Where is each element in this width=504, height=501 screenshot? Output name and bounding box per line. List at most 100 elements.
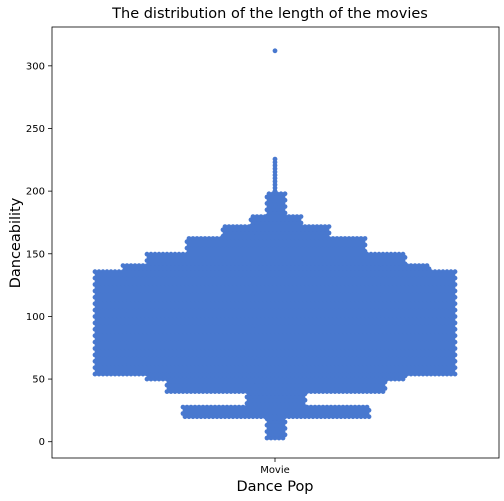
swarm-point: [354, 236, 360, 241]
chart-title: The distribution of the length of the mo…: [111, 6, 428, 22]
swarm-point: [424, 263, 430, 268]
y-tick-label: 50: [32, 375, 45, 386]
swarm-point: [440, 269, 446, 275]
x-tick-label-movie: Movie: [260, 465, 290, 476]
swarm-point: [124, 263, 130, 268]
swarm-point: [104, 269, 110, 275]
x-axis-label: Dance Pop: [236, 479, 313, 495]
swarm-point: [210, 236, 216, 241]
swarm-point: [368, 251, 374, 257]
swarm-point: [302, 224, 308, 230]
swarm-point: [228, 404, 234, 410]
swarm-point: [316, 404, 322, 410]
swarm-point: [206, 236, 212, 241]
swarm-point: [388, 251, 394, 257]
swarm-point: [258, 214, 264, 220]
swarm-point: [412, 263, 418, 268]
swarm-point: [282, 191, 288, 197]
swarm-point: [188, 404, 194, 410]
swarm-point: [372, 251, 378, 257]
swarm-point: [254, 214, 260, 220]
swarm-point: [312, 404, 318, 410]
swarm-points: [92, 48, 458, 441]
y-axis-label: Danceability: [8, 197, 24, 288]
swarm-point: [266, 191, 272, 197]
swarm-point: [204, 404, 210, 410]
swarm-point: [416, 263, 422, 268]
swarm-point: [108, 269, 114, 275]
swarm-point: [364, 404, 370, 410]
swarm-point: [184, 404, 190, 410]
swarm-point: [420, 263, 426, 268]
swarm-point: [208, 404, 214, 410]
swarm-point: [180, 251, 186, 257]
swarm-point: [156, 251, 162, 257]
swarm-point: [216, 404, 222, 410]
swarm-point: [352, 404, 358, 410]
swarm-point: [132, 263, 138, 268]
swarm-point: [250, 214, 256, 220]
swarm-point: [176, 251, 182, 257]
swarm-point: [196, 404, 202, 410]
swarm-point: [334, 236, 340, 241]
swarm-point-outlier: [272, 48, 278, 54]
swarm-point: [376, 251, 382, 257]
swarm-point: [320, 404, 326, 410]
swarm-point: [230, 224, 236, 230]
swarm-point: [384, 251, 390, 257]
x-axis: Movie: [260, 458, 290, 476]
swarm-point: [444, 269, 450, 275]
swarm-point: [396, 251, 402, 257]
swarm-point: [160, 251, 166, 257]
swarm-point: [314, 224, 320, 230]
swarm-point: [136, 263, 142, 268]
swarm-point: [306, 224, 312, 230]
y-tick-label: 0: [39, 437, 45, 448]
swarm-point: [272, 156, 278, 162]
swarm-point: [408, 263, 414, 268]
swarm-point: [318, 224, 324, 230]
swarm-point: [448, 269, 454, 275]
swarm-point: [120, 263, 126, 268]
swarm-point: [360, 404, 366, 410]
swarm-point: [344, 404, 350, 410]
swarm-point: [144, 251, 150, 257]
swarm-point: [348, 404, 354, 410]
swarm-point: [192, 404, 198, 410]
swarm-point: [328, 404, 334, 410]
swarm-point: [436, 269, 442, 275]
swarm-point: [308, 404, 314, 410]
swarm-point: [92, 269, 98, 275]
swarm-point: [212, 404, 218, 410]
swarm-point: [232, 404, 238, 410]
swarm-point: [310, 224, 316, 230]
swarm-point: [298, 214, 304, 220]
y-tick-label: 150: [26, 249, 45, 260]
swarm-point: [226, 224, 232, 230]
swarm-point: [116, 269, 122, 275]
swarm-point: [330, 236, 336, 241]
swarm-point: [200, 404, 206, 410]
swarm-point: [96, 269, 102, 275]
swarm-point: [164, 251, 170, 257]
swarm-point: [152, 251, 158, 257]
swarm-point: [234, 224, 240, 230]
swarm-point: [148, 251, 154, 257]
swarm-point: [172, 251, 178, 257]
swarm-point: [324, 404, 330, 410]
y-tick-label: 250: [26, 124, 45, 135]
swarm-point: [432, 269, 438, 275]
swarm-point: [222, 224, 228, 230]
swarm-point: [340, 404, 346, 410]
swarm-point: [128, 263, 134, 268]
swarm-point: [236, 404, 242, 410]
swarm-point: [278, 191, 284, 197]
swarm-point: [294, 214, 300, 220]
y-tick-label: 100: [26, 312, 45, 323]
y-tick-label: 300: [26, 61, 45, 72]
swarm-point: [322, 224, 328, 230]
swarm-point: [362, 236, 368, 241]
swarm-point: [220, 404, 226, 410]
